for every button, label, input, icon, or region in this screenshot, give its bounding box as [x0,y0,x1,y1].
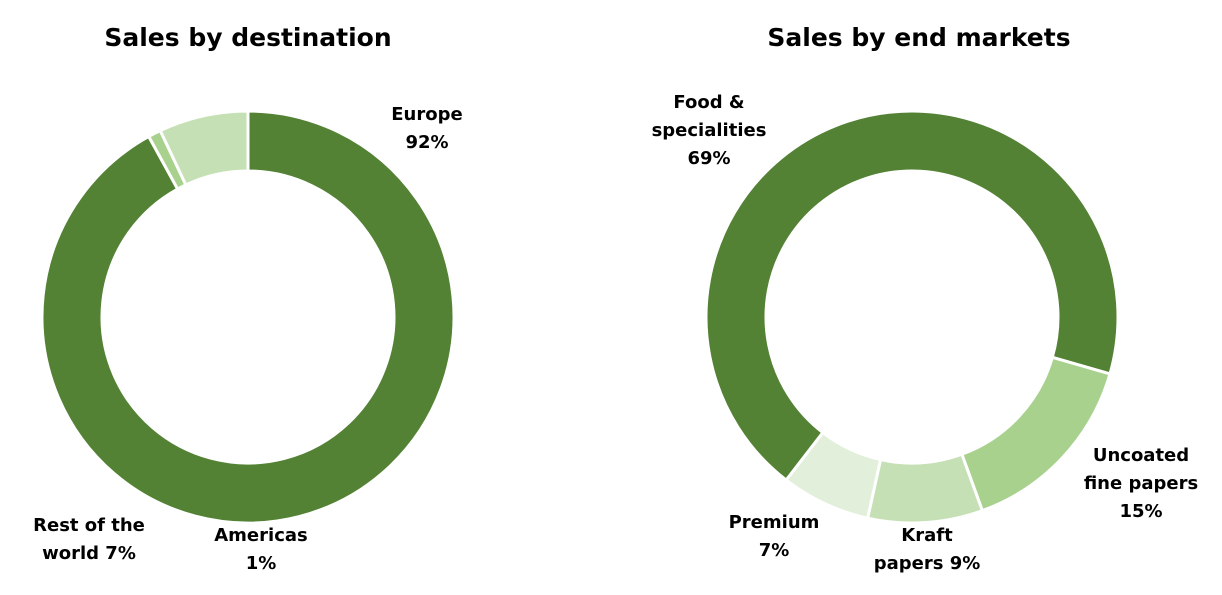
slice-label-uncoated: Uncoated fine papers 15% [1084,445,1198,522]
slice-rest-of-the [158,109,250,187]
slice-label-premium: Premium 7% [729,512,820,561]
chart-title: Sales by end markets [767,23,1070,52]
slice-kraft [865,452,985,525]
slice-label-rest-of-the: Rest of the world 7% [33,515,145,564]
chart-title: Sales by destination [104,23,391,52]
chart-sales-by-end-markets: Sales by end markets Food & specialities 6… [652,23,1199,574]
slice-label-europe: Europe 92% [391,104,462,153]
slice-label-food: Food & specialities 69% [652,92,767,169]
slice-premium [784,430,883,520]
slice-food [704,109,1120,483]
chart-sales-by-destination: Sales by destination Europe 92% Americas 1%… [33,23,463,574]
slice-europe [40,109,456,525]
slice-label-kraft: Kraft papers 9% [874,525,981,574]
slice-label-americas: Americas 1% [214,525,307,574]
